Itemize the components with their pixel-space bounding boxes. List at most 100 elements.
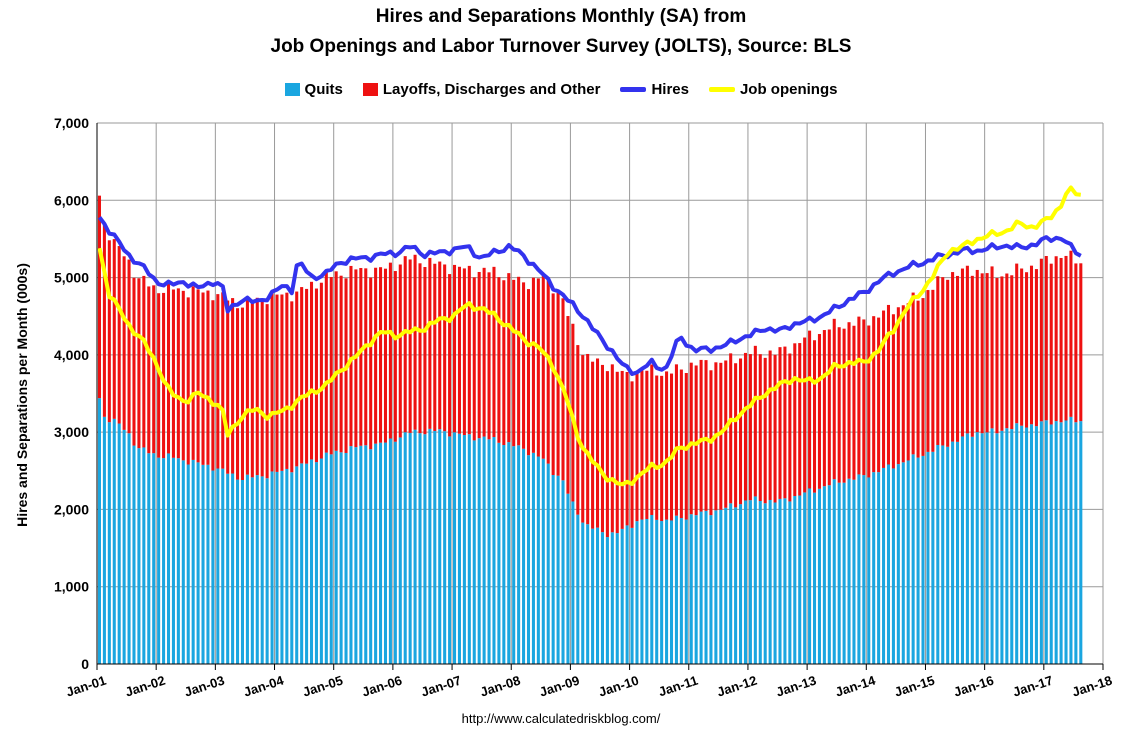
bar-quits — [231, 473, 235, 664]
bar-layoffs — [1029, 265, 1034, 425]
bar-layoffs — [921, 298, 925, 456]
bar-layoffs — [236, 308, 240, 480]
bar-layoffs — [413, 254, 417, 430]
bar-quits — [970, 436, 974, 664]
bar-layoffs — [388, 262, 392, 439]
bar-layoffs — [812, 340, 817, 493]
bar-layoffs — [605, 371, 609, 538]
bar-quits — [965, 433, 969, 664]
bar-layoffs — [689, 362, 693, 515]
bar-layoffs — [773, 354, 777, 503]
bar-quits — [265, 478, 269, 664]
bar-quits — [640, 519, 644, 664]
bar-layoffs — [295, 291, 299, 467]
bar-quits — [531, 452, 535, 664]
bar-layoffs — [428, 257, 432, 429]
bar-layoffs — [359, 268, 363, 446]
bar-layoffs — [970, 275, 974, 437]
bar-quits — [369, 449, 373, 664]
bar-quits — [1020, 425, 1024, 664]
y-tick-label: 3,000 — [54, 424, 89, 440]
bar-quits — [226, 473, 230, 664]
bar-layoffs — [551, 293, 555, 476]
bar-layoffs — [226, 300, 230, 474]
bar-layoffs — [423, 267, 427, 435]
bar-quits — [319, 458, 323, 664]
bar-quits — [206, 464, 210, 664]
bar-layoffs — [975, 269, 979, 433]
bar-quits — [891, 468, 895, 664]
bar-layoffs — [1034, 269, 1038, 427]
bar-quits — [492, 437, 496, 664]
bar-quits — [709, 515, 713, 664]
bar-layoffs — [497, 277, 501, 443]
bar-layoffs — [285, 292, 289, 469]
bar-quits — [872, 472, 876, 664]
bar-quits — [344, 452, 348, 664]
bar-layoffs — [462, 268, 466, 435]
bar-layoffs — [862, 319, 866, 476]
bar-layoffs — [620, 370, 624, 529]
bar-quits — [487, 439, 491, 664]
bar-quits — [936, 444, 940, 664]
bar-layoffs — [734, 363, 738, 508]
bar-layoffs — [852, 325, 856, 480]
line-series — [97, 185, 1082, 487]
bar-layoffs — [265, 304, 269, 479]
bar-quits — [309, 459, 314, 664]
bar-layoffs — [946, 279, 950, 447]
bar-quits — [1034, 426, 1038, 664]
x-tick-label: Jan-02 — [123, 673, 167, 700]
bar-quits — [615, 533, 619, 664]
bar-quits — [748, 500, 752, 664]
bar-layoffs — [467, 265, 471, 435]
legend-item-hires: Hires — [620, 81, 689, 98]
bar-quits — [127, 433, 131, 664]
bar-layoffs — [625, 372, 629, 526]
bar-quits — [571, 501, 575, 664]
bar-quits — [808, 488, 812, 664]
bar-quits — [349, 446, 353, 664]
legend-swatch-hires — [620, 86, 647, 92]
bar-layoffs — [393, 271, 397, 442]
bar-quits — [990, 428, 994, 664]
bar-layoffs — [1074, 263, 1078, 423]
bar-quits — [753, 496, 757, 664]
bar-quits — [758, 500, 762, 664]
bar-quits — [665, 519, 669, 664]
bar-quits — [714, 510, 718, 664]
bar-quits — [374, 443, 378, 664]
bar-quits — [290, 472, 294, 664]
chart-legend: Quits Layoffs, Discharges and Other Hire… — [0, 78, 1122, 100]
bar-layoffs — [941, 277, 945, 446]
bar-layoffs — [788, 353, 792, 502]
bar-quits — [600, 532, 604, 664]
bar-layoffs — [526, 289, 531, 456]
legend-label-quits: Quits — [304, 80, 343, 98]
bar-layoffs — [117, 246, 121, 424]
bar-layoffs — [206, 290, 210, 465]
bar-layoffs — [936, 276, 940, 445]
bar-quits — [1029, 424, 1034, 664]
bar-layoffs — [507, 273, 511, 443]
bar-quits — [980, 433, 984, 664]
x-tick-label: Jan-14 — [833, 672, 878, 699]
bar-quits — [581, 522, 585, 664]
bar-layoffs — [1025, 272, 1029, 428]
bar-layoffs — [438, 261, 442, 430]
bar-quits — [793, 495, 797, 664]
bar-quits — [191, 459, 195, 664]
bar-layoffs — [837, 327, 841, 483]
bar-layoffs — [847, 322, 851, 479]
bar-layoffs — [443, 264, 447, 432]
x-tick-label: Jan-09 — [538, 673, 582, 700]
bar-layoffs — [1079, 263, 1083, 422]
bar-quits — [803, 492, 807, 664]
x-tick-label: Jan-11 — [657, 673, 700, 700]
bar-layoffs — [211, 300, 215, 471]
bar-quits — [1069, 416, 1073, 664]
bar-layoffs — [916, 300, 920, 458]
bar-quits — [97, 398, 101, 664]
bar-layoffs — [768, 350, 772, 500]
